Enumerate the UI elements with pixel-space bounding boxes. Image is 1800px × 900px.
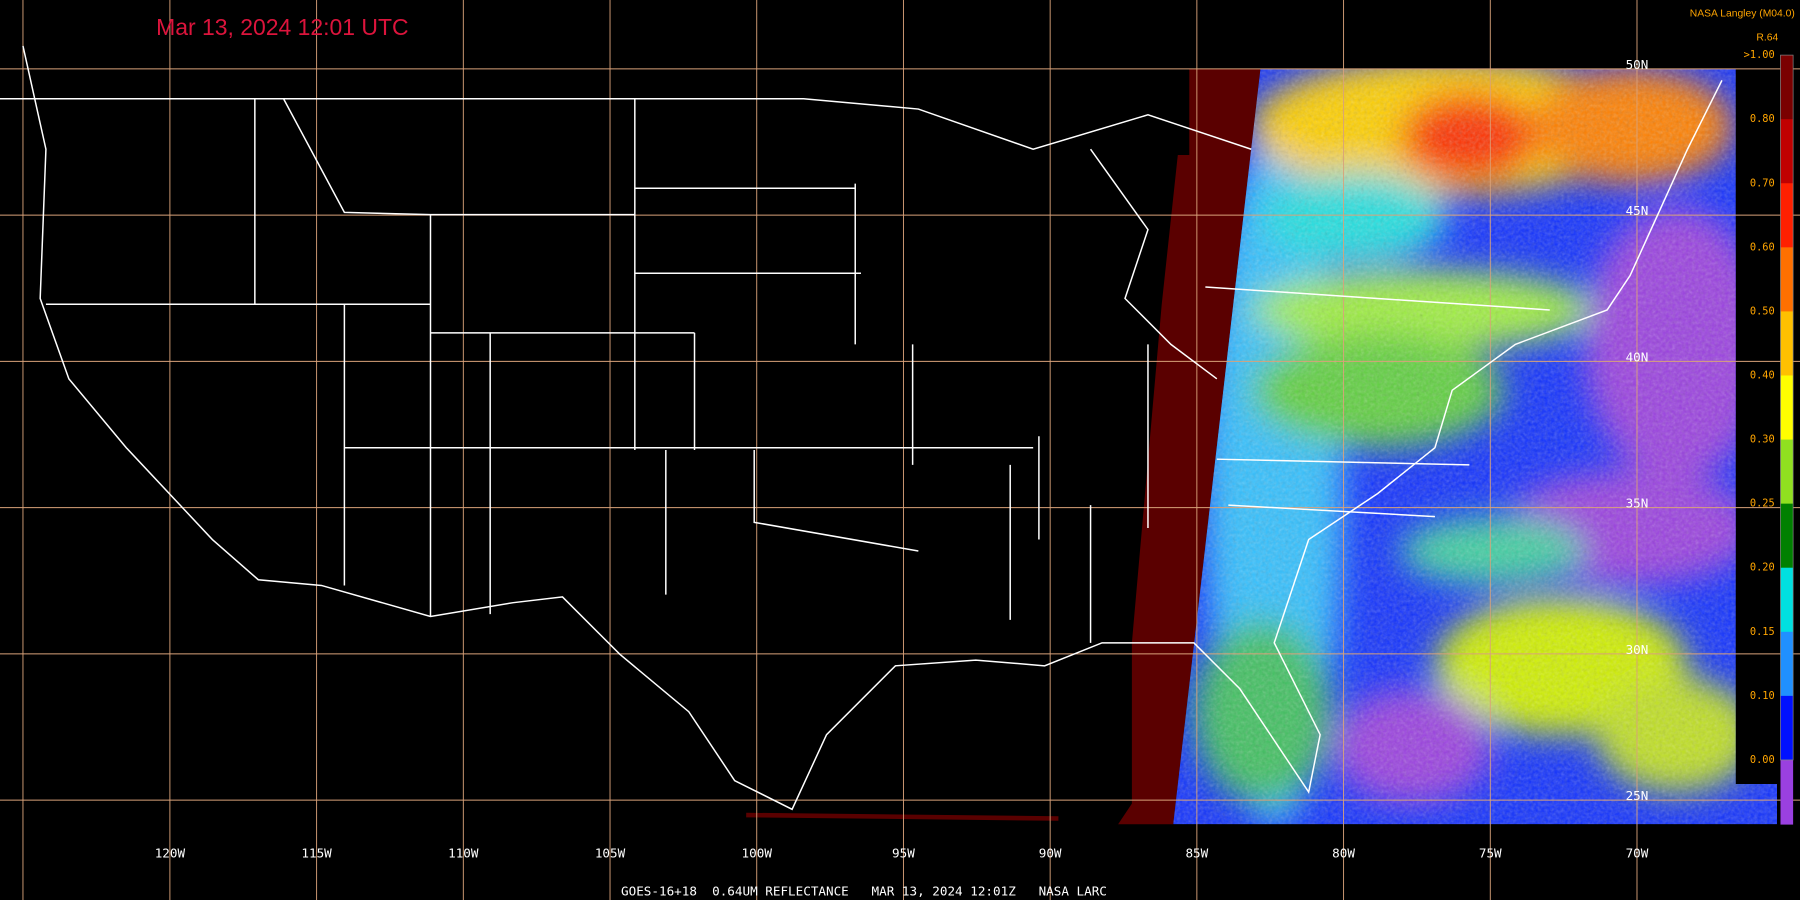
longitude-label: 80W — [1332, 846, 1355, 861]
longitude-label: 90W — [1039, 846, 1062, 861]
longitude-label: 95W — [892, 846, 915, 861]
colorbar: >1.00 0.80 0.70 0.60 0.50 0.40 0.30 0.25 0.20 0.1… — [1744, 49, 1794, 825]
longitude-label: 100W — [742, 846, 773, 861]
colorbar-segment — [1780, 247, 1794, 312]
latitude-label: 40N — [1626, 349, 1649, 364]
colorbar-label: >1.00 — [1744, 49, 1775, 61]
longitude-label: 85W — [1185, 846, 1208, 861]
colorbar-label: 0.80 — [1750, 113, 1775, 125]
colorbar-segment — [1780, 375, 1794, 441]
colorbar-label: 0.10 — [1750, 690, 1775, 702]
boundaries — [0, 45, 1723, 811]
latitude-label: 30N — [1626, 642, 1649, 657]
longitude-label: 70W — [1626, 846, 1649, 861]
longitude-label: 110W — [448, 846, 479, 861]
colorbar-label: 0.40 — [1750, 369, 1775, 381]
colorbar-label: 0.00 — [1750, 754, 1775, 766]
source-label: NASA Langley (M04.0) — [1690, 9, 1795, 20]
colorbar-segment — [1780, 55, 1794, 120]
longitude-label: 120W — [155, 846, 186, 861]
colorbar-segment — [1780, 439, 1794, 505]
latitude-label: 35N — [1626, 496, 1649, 511]
colorbar-segment — [1780, 503, 1794, 569]
latitude-label: 50N — [1626, 57, 1649, 72]
colorbar-segment — [1780, 183, 1794, 248]
title: Mar 13, 2024 12:01 UTC — [156, 14, 408, 40]
longitude-label: 115W — [301, 846, 332, 861]
no-data-line — [746, 812, 1059, 821]
colorbar-label: 0.50 — [1750, 305, 1775, 317]
product-label: R.64 — [1756, 33, 1778, 44]
footer: GOES-16+18 0.64UM REFLECTANCE MAR 13, 20… — [621, 883, 1107, 898]
colorbar-label: 0.25 — [1750, 498, 1775, 510]
longitude-label: 75W — [1479, 846, 1502, 861]
longitude-label: 105W — [595, 846, 626, 861]
no-data-strip — [1118, 68, 1261, 825]
colorbar-label: 0.60 — [1750, 241, 1775, 253]
colorbar-label: 0.30 — [1750, 434, 1775, 446]
colorbar-frame — [1780, 54, 1794, 761]
colorbar-label: 0.20 — [1750, 562, 1775, 574]
colorbar-label: 0.70 — [1750, 177, 1775, 189]
latitude-label: 25N — [1626, 788, 1649, 803]
latitude-label: 45N — [1626, 203, 1649, 218]
colorbar-segment — [1780, 759, 1794, 825]
colorbar-segment — [1780, 311, 1794, 377]
reflectance-swath — [1173, 68, 1778, 825]
colorbar-segment — [1780, 567, 1794, 633]
colorbar-segment — [1780, 695, 1794, 761]
colorbar-label: 0.15 — [1750, 626, 1775, 638]
colorbar-segment — [1780, 119, 1794, 184]
colorbar-segment — [1780, 631, 1794, 697]
